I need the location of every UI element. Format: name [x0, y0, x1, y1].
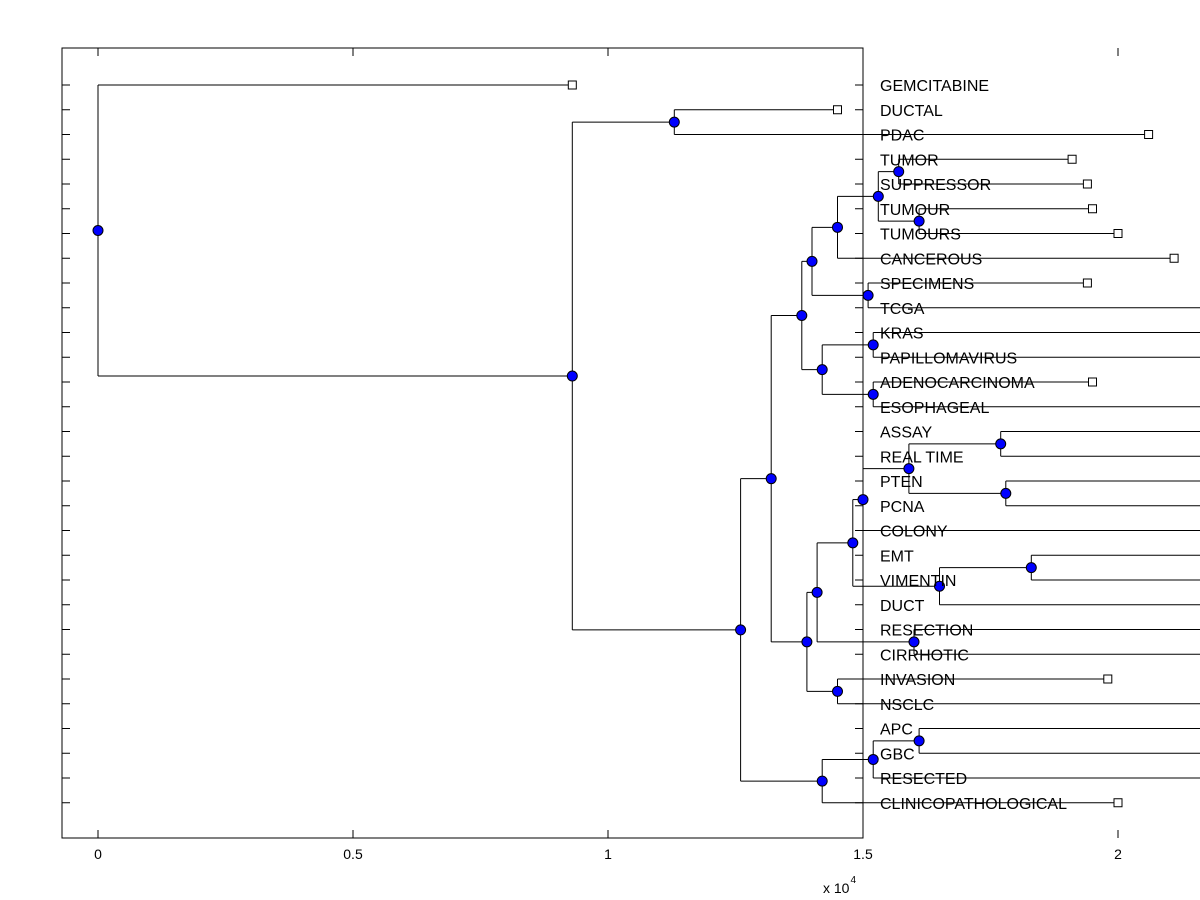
- dendrogram-merge-nodes: [92, 116, 1037, 787]
- leaf-label: COLONY: [880, 524, 948, 541]
- x-axis-multiplier-base: x 10: [823, 880, 850, 896]
- leaf-marker: [1088, 204, 1097, 214]
- leaf-marker: [1067, 154, 1077, 164]
- leaf-label: RESECTION: [880, 623, 973, 640]
- x-tick-label: 1: [604, 846, 612, 862]
- x-tick-label: 1.5: [853, 846, 873, 862]
- leaf-marker: [1103, 674, 1113, 684]
- leaf-label: TCGA: [880, 301, 925, 318]
- merge-node: [1025, 562, 1037, 574]
- merge-node: [857, 494, 869, 506]
- leaf-marker: [1144, 130, 1154, 139]
- leaf-label: INVASION: [880, 672, 955, 689]
- merge-node: [566, 370, 578, 382]
- merge-node: [913, 215, 925, 227]
- merge-node: [668, 116, 680, 128]
- leaf-label: PAPILLOMAVIRUS: [880, 350, 1017, 367]
- merge-node: [735, 624, 747, 636]
- leaf-label: DUCTAL: [880, 103, 943, 120]
- leaf-label: KRAS: [880, 326, 924, 343]
- merge-node: [92, 225, 104, 237]
- leaf-label: ASSAY: [880, 425, 933, 442]
- merge-node: [995, 438, 1007, 450]
- plot-area-frame: [61, 47, 864, 839]
- x-axis-ticks: [97, 48, 1119, 838]
- merge-node: [934, 580, 945, 592]
- merge-node: [893, 166, 905, 178]
- merge-node: [867, 388, 879, 400]
- leaf-label: TUMOUR: [880, 202, 950, 219]
- x-tick-label: 2: [1114, 846, 1122, 862]
- x-axis-multiplier: x 104: [823, 875, 856, 896]
- leaf-label: PCNA: [880, 499, 925, 516]
- leaf-marker: [1082, 278, 1092, 288]
- leaf-label: SUPPRESSOR: [880, 177, 991, 194]
- merge-node: [796, 309, 808, 321]
- leaf-label: GBC: [880, 746, 915, 763]
- merge-node: [765, 473, 777, 485]
- merge-node: [903, 463, 915, 475]
- x-tick-label: 0: [94, 846, 102, 862]
- leaf-label: ESOPHAGEAL: [880, 400, 989, 417]
- dendrogram-leaves: [567, 80, 1179, 808]
- leaf-label: PTEN: [880, 474, 923, 491]
- merge-node: [801, 636, 813, 648]
- merge-node: [872, 190, 884, 202]
- x-axis-tick-labels: 00.511.522.53: [94, 846, 1122, 862]
- leaf-label: CANCEROUS: [880, 251, 982, 268]
- leaf-label: DUCT: [880, 598, 925, 615]
- leaf-label: APC: [880, 722, 913, 739]
- leaf-label: ADENOCARCINOMA: [880, 375, 1035, 392]
- x-axis-multiplier-exponent: 4: [850, 875, 856, 886]
- leaf-labels: GEMCITABINE DUCTAL PDAC TUMOR SUPPRESSOR TUMO…: [880, 78, 1067, 813]
- leaf-label: REAL TIME: [880, 449, 964, 466]
- leaf-marker: [1088, 377, 1097, 387]
- leaf-label: EMT: [880, 548, 914, 565]
- merge-node: [806, 255, 818, 267]
- leaf-label: TUMOR: [880, 152, 939, 169]
- merge-node: [867, 753, 879, 765]
- merge-node: [811, 586, 823, 598]
- x-tick-label: 0.5: [343, 846, 363, 862]
- leaf-label: PDAC: [880, 128, 924, 145]
- leaf-label: CLINICOPATHOLOGICAL: [880, 796, 1067, 813]
- merge-node: [816, 775, 828, 787]
- leaf-marker: [1169, 253, 1179, 263]
- leaf-label: TUMOURS: [880, 227, 961, 244]
- leaf-marker: [567, 80, 577, 90]
- leaf-label: VIMENTIN: [880, 573, 956, 590]
- merge-node: [908, 636, 920, 648]
- leaf-marker: [1113, 798, 1123, 808]
- merge-node: [816, 364, 828, 376]
- leaf-label: GEMCITABINE: [880, 78, 989, 95]
- leaf-marker: [1113, 229, 1123, 238]
- leaf-label: NSCLC: [880, 697, 934, 714]
- leaf-marker: [1082, 179, 1092, 189]
- leaf-label: RESECTED: [880, 771, 967, 788]
- leaf-label: SPECIMENS: [880, 276, 974, 293]
- merge-node: [913, 735, 925, 747]
- merge-node: [1000, 487, 1012, 499]
- leaf-label: CIRRHOTIC: [880, 647, 969, 664]
- merge-node: [832, 685, 843, 697]
- merge-node: [832, 221, 843, 233]
- leaf-marker: [833, 105, 842, 115]
- merge-node: [847, 537, 859, 549]
- y-axis-left-ticks: [62, 84, 70, 804]
- merge-node: [862, 289, 874, 301]
- merge-node: [867, 339, 879, 351]
